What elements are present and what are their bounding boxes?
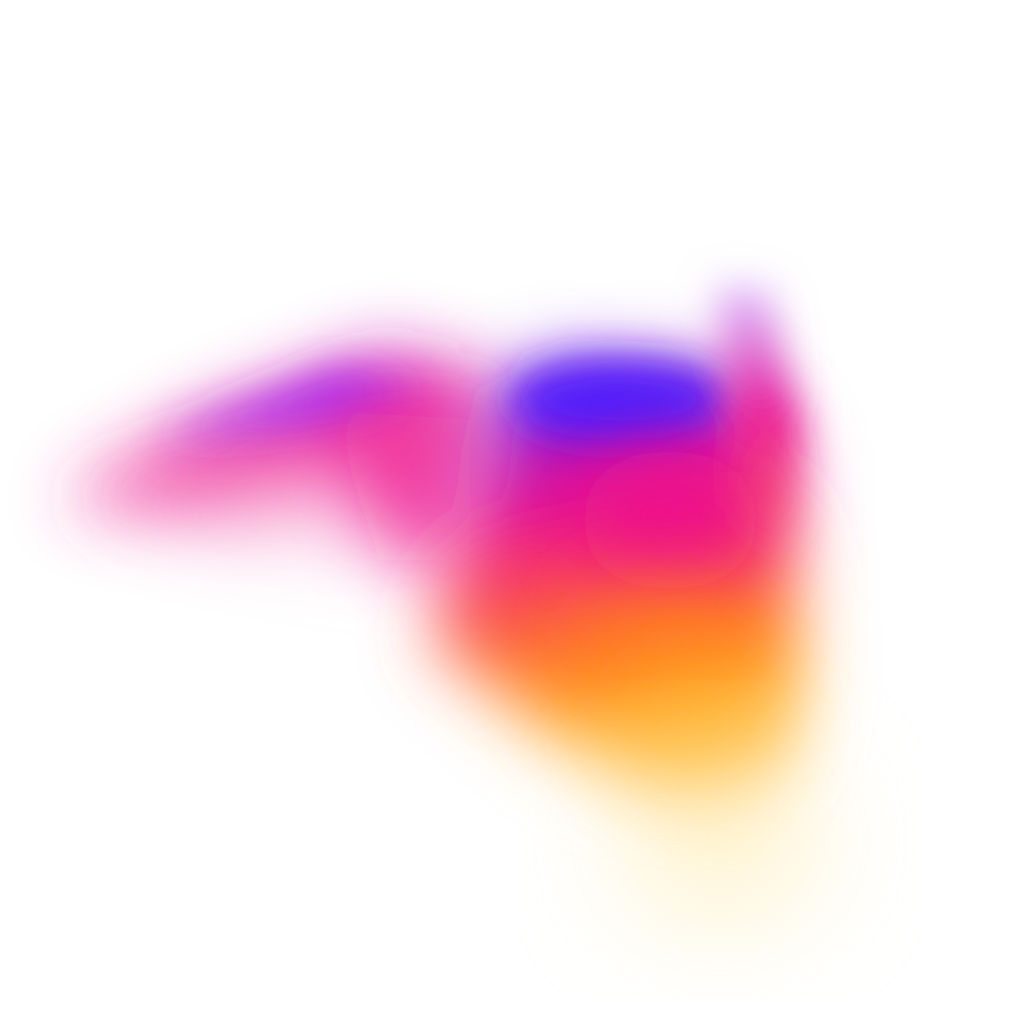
right-wave-shape xyxy=(430,360,820,920)
right-spike-shape xyxy=(715,285,800,560)
left-wave-shape xyxy=(60,350,500,620)
